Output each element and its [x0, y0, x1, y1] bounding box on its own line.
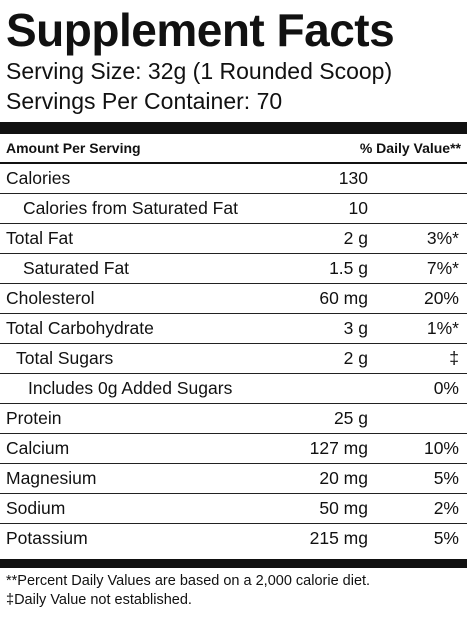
nutrient-row-protein: Protein 25 g [0, 404, 467, 434]
table-header: Amount Per Serving % Daily Value** [0, 134, 467, 164]
top-divider-bar [0, 122, 467, 134]
nutrient-row-saturated-fat: Saturated Fat 1.5 g 7%* [0, 254, 467, 284]
nutrient-daily-value: 7%* [426, 258, 459, 278]
nutrient-row-calcium: Calcium 127 mg 10% [0, 434, 467, 464]
nutrient-daily-value: 1%* [426, 318, 459, 338]
label-title: Supplement Facts [6, 4, 395, 56]
nutrient-row-calories-from-saturated-fat: Calories from Saturated Fat 10 [0, 194, 467, 224]
nutrient-amount: 127 mg [309, 438, 368, 458]
nutrient-amount: 2 g [343, 228, 368, 248]
nutrient-daily-value: 5% [433, 468, 459, 488]
nutrient-name: Saturated Fat [23, 258, 130, 278]
nutrient-amount: 2 g [343, 348, 368, 368]
nutrient-amount: 20 mg [319, 468, 368, 488]
daily-values-footnote: **Percent Daily Values are based on a 2,… [6, 573, 371, 589]
nutrient-row-total-fat: Total Fat 2 g 3%* [0, 224, 467, 254]
nutrient-name: Total Sugars [16, 348, 114, 368]
nutrient-amount: 130 [338, 168, 368, 188]
nutrient-daily-value: 5% [433, 528, 459, 548]
not-established-footnote: ‡Daily Value not established. [6, 592, 192, 608]
nutrient-name: Calories from Saturated Fat [23, 198, 238, 218]
nutrient-daily-value: 0% [433, 378, 459, 398]
nutrient-daily-value: 3%* [426, 228, 459, 248]
nutrient-row-cholesterol: Cholesterol 60 mg 20% [0, 284, 467, 314]
nutrient-name: Sodium [6, 498, 66, 518]
nutrient-row-calories: Calories 130 [0, 164, 467, 194]
nutrient-daily-value: 2% [433, 498, 459, 518]
nutrient-daily-value: 20% [423, 288, 459, 308]
serving-size: Serving Size: 32g (1 Rounded Scoop) [6, 58, 393, 84]
nutrient-name: Protein [6, 408, 62, 428]
nutrient-row-total-sugars: Total Sugars 2 g ‡ [0, 344, 467, 374]
footnotes: **Percent Daily Values are based on a 2,… [6, 568, 461, 610]
nutrient-name: Total Fat [6, 228, 74, 248]
daily-value-heading: % Daily Value** [359, 140, 461, 156]
bottom-divider-bar [0, 559, 467, 568]
nutrient-daily-value: 10% [423, 438, 459, 458]
nutrient-name: Cholesterol [6, 288, 95, 308]
nutrient-name: Calories [6, 168, 71, 188]
nutrient-name: Includes 0g Added Sugars [28, 378, 233, 398]
nutrient-row-added-sugars: Includes 0g Added Sugars 0% [0, 374, 467, 404]
servings-per-container: Servings Per Container: 70 [6, 88, 283, 114]
nutrient-amount: 1.5 g [329, 258, 368, 278]
nutrient-amount: 50 mg [319, 498, 368, 518]
nutrient-table: Calories 130 Calories from Saturated Fat… [0, 164, 467, 553]
nutrient-amount: 60 mg [319, 288, 368, 308]
nutrient-row-sodium: Sodium 50 mg 2% [0, 494, 467, 524]
nutrient-amount: 10 [348, 198, 368, 218]
nutrient-amount: 215 mg [309, 528, 368, 548]
nutrient-name: Magnesium [6, 468, 97, 488]
nutrient-row-potassium: Potassium 215 mg 5% [0, 524, 467, 553]
nutrient-amount: 25 g [333, 408, 368, 428]
nutrient-row-total-carbohydrate: Total Carbohydrate 3 g 1%* [0, 314, 467, 344]
nutrient-amount: 3 g [343, 318, 368, 338]
nutrient-daily-value: ‡ [449, 348, 459, 368]
nutrient-name: Total Carbohydrate [6, 318, 154, 338]
nutrient-row-magnesium: Magnesium 20 mg 5% [0, 464, 467, 494]
nutrient-name: Potassium [6, 528, 88, 548]
supplement-facts-label: Supplement Facts Serving Size: 32g (1 Ro… [0, 4, 467, 619]
amount-per-serving-heading: Amount Per Serving [6, 140, 141, 156]
nutrient-name: Calcium [6, 438, 70, 458]
